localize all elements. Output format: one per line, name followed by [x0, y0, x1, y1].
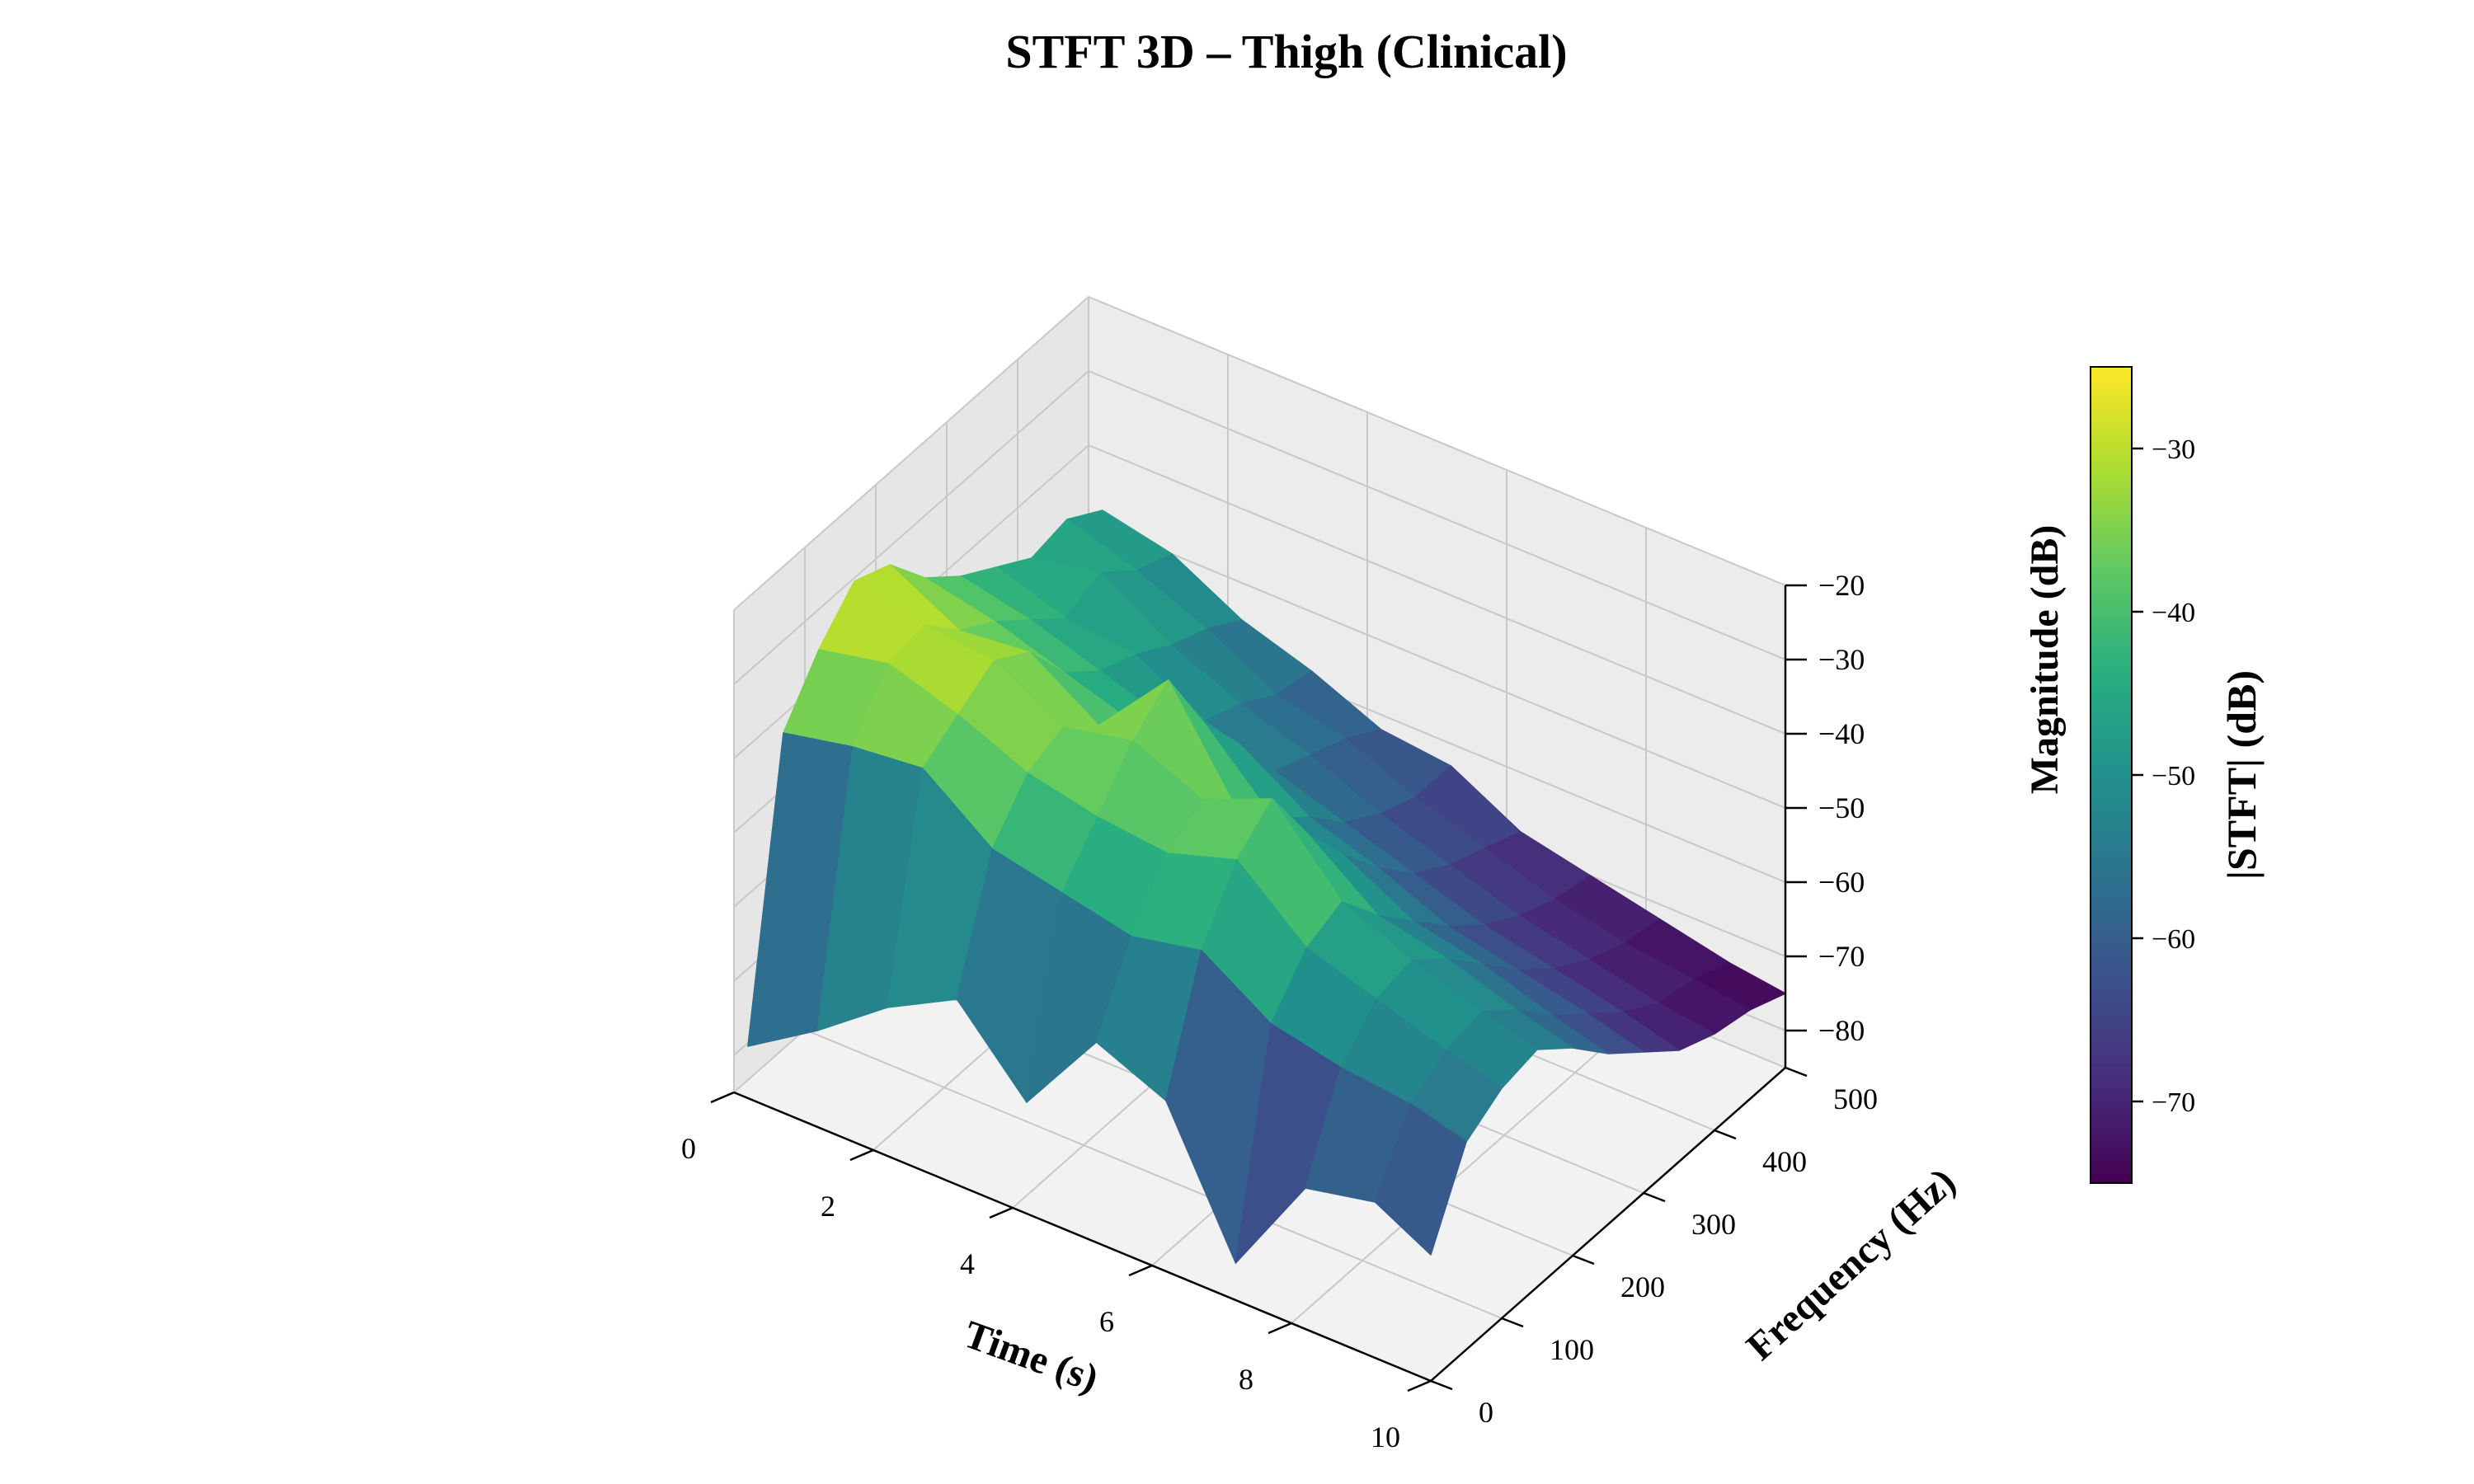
x-tick-mark	[1128, 1264, 1153, 1277]
colorbar-ticks: −30 −40 −50 −60 −70	[2132, 434, 2195, 1118]
colorbar-tick-label: −40	[2152, 598, 2195, 628]
grid-line-z	[733, 296, 1089, 611]
colorbar-tick-label: −70	[2152, 1087, 2195, 1118]
y-tick-mark	[1572, 1254, 1595, 1266]
y-tick-mark	[1430, 1379, 1453, 1391]
x-tick-label: 8	[1239, 1363, 1253, 1396]
colorbar-tick-label: −30	[2152, 434, 2195, 465]
x-tick-label: 2	[821, 1190, 835, 1223]
grid-line-y	[804, 1029, 1503, 1319]
x-tick-mark	[849, 1148, 874, 1162]
y-tick-label: 400	[1762, 1145, 1807, 1178]
z-tick-label: −50	[1818, 791, 1865, 824]
stft-surface	[747, 510, 1786, 1264]
z-tick-label: −80	[1818, 1014, 1865, 1047]
y-tick-label: 500	[1833, 1082, 1878, 1115]
z-tick-label: −70	[1818, 940, 1865, 973]
grid-line-x	[1291, 1009, 1647, 1324]
grid-line-z	[733, 370, 1089, 685]
y-tick-mark	[1785, 1066, 1808, 1078]
y-axis-label: Frequency (Hz)	[1738, 1160, 1964, 1369]
y-tick-label: 300	[1691, 1208, 1736, 1241]
colorbar-label: |STFT| (dB)	[2218, 670, 2265, 880]
colorbar-tick-label: −60	[2152, 924, 2195, 955]
x-tick-label: 0	[681, 1132, 696, 1165]
y-tick-mark	[1643, 1191, 1666, 1203]
colorbar: −30 −40 −50 −60 −70 |STFT| (dB)	[2090, 366, 2265, 1184]
x-tick-label: 10	[1371, 1421, 1400, 1453]
y-tick-mark	[1714, 1129, 1737, 1140]
x-tick-mark	[1268, 1322, 1292, 1335]
grid-line-z	[1088, 519, 1786, 809]
z-tick-label: −20	[1818, 569, 1865, 602]
colorbar-gradient	[2090, 366, 2133, 1184]
chart-title: STFT 3D – Thigh (Clinical)	[1005, 25, 1567, 78]
z-tick-label: −60	[1818, 866, 1865, 899]
x-axis-label: Time (s)	[958, 1313, 1103, 1401]
y-tick-label: 0	[1479, 1396, 1493, 1429]
grid-line-z	[1088, 296, 1786, 586]
z-tick-label: −40	[1818, 717, 1865, 750]
x-axis-line	[733, 1091, 1432, 1383]
x-tick-mark	[710, 1091, 735, 1104]
axis-lines	[733, 585, 1787, 1383]
x-tick-mark	[1407, 1379, 1432, 1392]
y-axis-line	[1430, 1067, 1786, 1382]
x-tick-mark	[989, 1206, 1014, 1219]
grid-line-z	[1088, 370, 1786, 660]
y-tick-mark	[1501, 1317, 1524, 1328]
grid-line-z	[1088, 444, 1786, 735]
x-tick-label: 4	[960, 1247, 975, 1280]
z-tick-label: −30	[1818, 643, 1865, 676]
surface-patch	[1374, 1103, 1467, 1256]
y-tick-label: 200	[1620, 1270, 1665, 1303]
x-tick-label: 6	[1099, 1305, 1114, 1338]
colorbar-tick-label: −50	[2152, 761, 2195, 791]
y-tick-label: 100	[1550, 1333, 1594, 1366]
z-axis-label: Magnitude (dB)	[2023, 525, 2067, 795]
tick-labels: 02468100100200300400500−20−30−40−50−60−7…	[681, 569, 1878, 1453]
